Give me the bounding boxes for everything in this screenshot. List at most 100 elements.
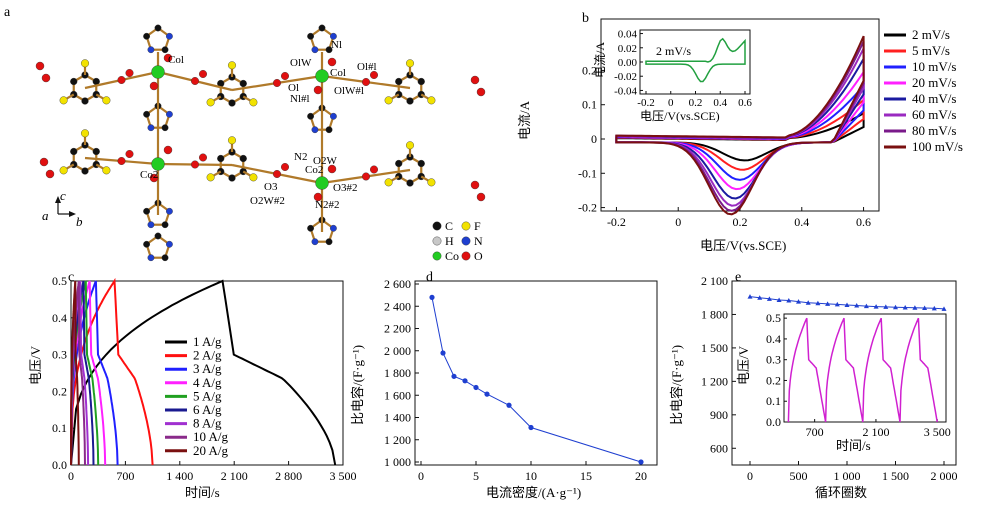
atom-n	[147, 254, 155, 262]
panel-b-curves	[615, 35, 865, 216]
inset-e-xlabel: 时间/s	[836, 438, 871, 453]
inset-e-ylabel: 电压/V	[736, 345, 751, 385]
panel-e-xlabel: 循环圈数	[815, 485, 867, 500]
legend-c-label: 3 A/g	[193, 361, 222, 376]
panel-d-ylabel: 比电容/(F·g⁻¹)	[350, 345, 365, 425]
atom-f	[102, 96, 111, 105]
atom-n	[166, 240, 173, 248]
legend-b-label: 80 mV/s	[912, 123, 956, 138]
c-ytick-label: 0.5	[52, 274, 67, 288]
atom-c	[143, 207, 150, 215]
legend-a-swatch	[432, 221, 442, 231]
panel-c-ticks: 0 700 1 400 2 100 2 800 3 500 0.5 0.4 0.3 0.2 0.1 0…	[52, 274, 357, 483]
cycling-point	[912, 305, 918, 310]
legend-b-label: 40 mV/s	[912, 91, 956, 106]
panel-d-label: d	[426, 270, 433, 285]
atom-c	[417, 77, 425, 86]
atom-o	[45, 169, 55, 179]
inset-e-ytick-label: 0.3	[766, 353, 781, 367]
d-ytick-label: 2 600	[384, 277, 411, 291]
capacitance-point	[429, 294, 435, 300]
atom-c	[154, 232, 162, 240]
c-ytick-label: 0.1	[52, 421, 67, 435]
atom-o	[149, 81, 159, 91]
legend-b-label: 10 mV/s	[912, 59, 956, 74]
atom-label: Ol	[288, 82, 299, 94]
atom-label: O3	[264, 181, 278, 193]
atom-label: O2W	[313, 155, 337, 167]
legend-c-label: 4 A/g	[193, 375, 222, 390]
atom-n	[330, 224, 337, 232]
capacitance-point	[451, 373, 457, 379]
atom-co	[315, 69, 329, 83]
atom-o	[470, 75, 480, 85]
atom-c	[154, 24, 162, 32]
e-xtick-label: 500	[790, 469, 808, 483]
inset-e-xtick-label: 3 500	[924, 425, 951, 439]
atom-c	[161, 221, 169, 229]
atom-n	[166, 110, 173, 118]
atom-f	[384, 178, 393, 187]
legend-b-label: 20 mV/s	[912, 75, 956, 90]
atom-f	[227, 136, 236, 145]
c-xtick-label: 2 800	[275, 469, 302, 483]
inset-frame-e	[783, 313, 947, 423]
atom-n	[147, 221, 155, 229]
cycling-point	[834, 301, 840, 307]
bond	[84, 156, 122, 163]
atom-c	[143, 32, 150, 40]
atom-f	[102, 166, 111, 175]
inset-b-xtick-label: 0	[668, 97, 674, 109]
capacitance-point	[473, 384, 479, 391]
panel-a-label: a	[4, 5, 11, 20]
bond	[231, 163, 278, 176]
atom-f	[206, 98, 215, 107]
cycling-point	[893, 304, 898, 310]
e-ytick-label: 1 200	[701, 374, 728, 388]
atom-c	[325, 46, 333, 54]
cycling-point	[805, 300, 811, 305]
cycling-point	[825, 301, 831, 306]
atom-c	[70, 147, 78, 156]
atom-f	[80, 129, 89, 138]
atom-f	[406, 59, 415, 68]
capacitance-point	[484, 391, 490, 397]
capacitance-point	[506, 402, 512, 408]
atom-o	[362, 172, 371, 181]
atom-label: Co2	[305, 164, 323, 176]
atom-n	[166, 207, 173, 215]
panel-c-xlabel: 时间/s	[185, 485, 220, 500]
e-xtick-label: 2 000	[931, 469, 958, 483]
atom-c	[92, 147, 100, 156]
panel-e-ylabel: 比电容/(F·g⁻¹)	[669, 345, 684, 425]
atom-o	[190, 76, 199, 85]
inset-b-ylabel: 电流/A	[593, 42, 607, 78]
atom-f	[249, 173, 258, 182]
atom-c	[70, 77, 78, 86]
b-ytick-label: -0.1	[578, 166, 597, 180]
panel-c-gcd-chart: c 0 700 1 400 2 100 2 800 3 500 0.5 0.4 0.3 0.2 0.…	[28, 270, 357, 500]
inset-b-xtick-label: 0.4	[713, 97, 727, 109]
legend-c-label: 5 A/g	[193, 388, 222, 403]
cycling-point	[844, 302, 850, 307]
atom-c	[307, 112, 314, 120]
atom-o	[470, 180, 480, 190]
panel-b-ylabel: 电流/A	[517, 100, 532, 140]
panel-c-legend: 1 A/g2 A/g3 A/g4 A/g5 A/g6 A/g8 A/g10 A/…	[165, 334, 229, 458]
plot-frame-e	[731, 280, 957, 466]
bond	[321, 175, 367, 185]
atom-c	[81, 97, 89, 105]
d-ytick-label: 1 000	[384, 455, 411, 469]
bond	[365, 80, 411, 90]
d-ytick-label: 1 200	[384, 433, 411, 447]
atom-c	[239, 154, 247, 163]
atom-n	[166, 32, 173, 40]
panel-b-xlabel: 电压/V(vs.SCE)	[700, 238, 786, 253]
inset-e-ytick-label: 0.1	[766, 394, 781, 408]
inset-e-ytick-label: 0.5	[766, 311, 781, 325]
e-xtick-label: 1 000	[834, 469, 861, 483]
atom-c	[307, 32, 314, 40]
bond	[365, 168, 411, 178]
